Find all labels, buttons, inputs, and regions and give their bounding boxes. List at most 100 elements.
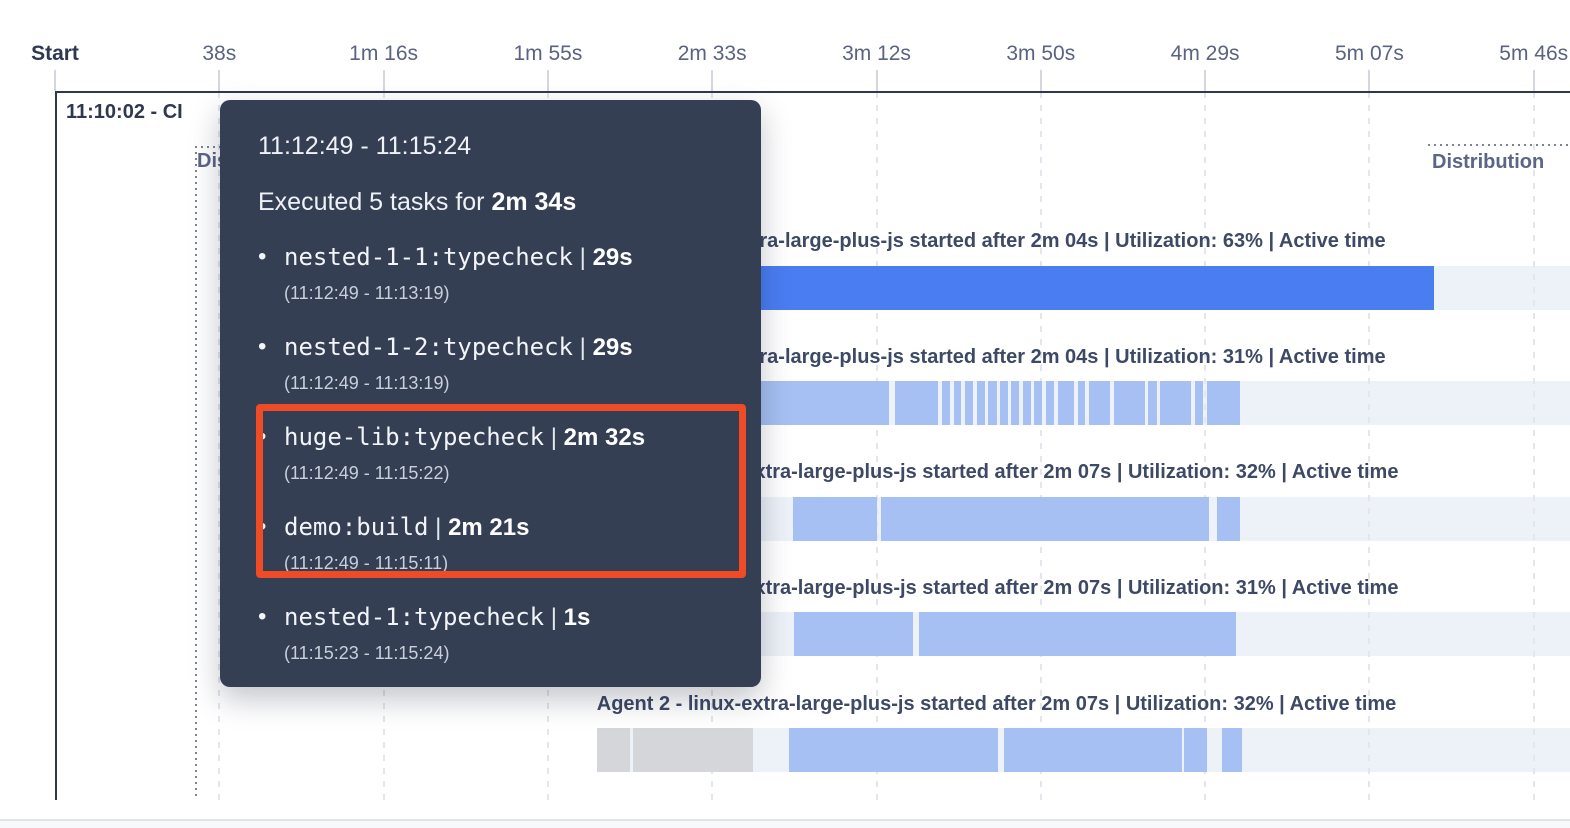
gridline bbox=[1039, 92, 1042, 800]
axis-tick-label: 4m 29s bbox=[1170, 42, 1240, 65]
tooltip-summary: Executed 5 tasks for 2m 34s bbox=[258, 186, 723, 218]
footer-band bbox=[0, 821, 1570, 828]
agent-bar-segment-active[interactable] bbox=[1003, 728, 1182, 772]
bullet-icon: • bbox=[258, 603, 267, 630]
footer-divider bbox=[0, 819, 1570, 821]
agent-bar-segment-active[interactable] bbox=[1147, 381, 1157, 425]
axis-tick-mark bbox=[1532, 70, 1535, 91]
axis-tick-mark bbox=[1039, 70, 1042, 91]
axis-tick-label: 3m 12s bbox=[842, 42, 911, 65]
task-duration: 2m 21s bbox=[448, 514, 530, 541]
agent-row-label: Agent 5 - linux-extra-large-plus-js star… bbox=[598, 577, 1399, 599]
agent-bar-segment-startup[interactable] bbox=[632, 728, 753, 772]
axis-tick-mark bbox=[218, 70, 221, 91]
run-box-top-border bbox=[55, 91, 1570, 93]
distribution-box-label: Distribution bbox=[1432, 151, 1545, 173]
agent-bar-segment-active[interactable] bbox=[1194, 381, 1203, 425]
gridline bbox=[1204, 92, 1207, 800]
bullet-icon: • bbox=[258, 243, 267, 270]
separator: | bbox=[544, 604, 564, 631]
axis-tick-label: Start bbox=[31, 42, 79, 65]
agent-bar-segment-active[interactable] bbox=[1022, 381, 1031, 425]
bullet-icon: • bbox=[258, 513, 267, 540]
agent-bar-segment-active[interactable] bbox=[1216, 497, 1240, 541]
axis-tick-mark bbox=[382, 70, 385, 91]
task-group-tooltip: 11:12:49 - 11:15:24 Executed 5 tasks for… bbox=[220, 100, 761, 687]
task-name: nested-1-1:typecheck bbox=[284, 243, 573, 271]
task-time-range: (11:12:49 - 11:15:11) bbox=[284, 553, 449, 573]
tooltip-task-item: • nested-1-1:typecheck | 29s (11:12:49 -… bbox=[258, 242, 723, 305]
agent-bar-segment-active[interactable] bbox=[880, 497, 1209, 541]
tooltip-summary-duration: 2m 34s bbox=[491, 188, 577, 216]
agent-row-label: Agent 1 - linux-extra-large-plus-js star… bbox=[586, 230, 1386, 252]
agent-bar-segment-active[interactable] bbox=[999, 381, 1008, 425]
task-name: nested-1:typecheck bbox=[284, 603, 545, 631]
tooltip-task-item: • nested-1:typecheck | 1s (11:15:23 - 11… bbox=[258, 602, 723, 665]
agent-bar-segment-active[interactable] bbox=[953, 381, 961, 425]
bullet-icon: • bbox=[258, 423, 267, 450]
task-name: nested-1-2:typecheck bbox=[284, 333, 573, 361]
agent-bar-segment-active[interactable] bbox=[1159, 381, 1191, 425]
agent-bar-segment-active[interactable] bbox=[918, 612, 1236, 656]
bullet-icon: • bbox=[258, 333, 267, 360]
run-box-left-border bbox=[55, 91, 57, 800]
tooltip-task-item: • demo:build | 2m 21s (11:12:49 - 11:15:… bbox=[258, 512, 723, 575]
task-name: demo:build bbox=[284, 513, 429, 541]
distribution-box-top-border bbox=[1428, 144, 1570, 146]
gridline bbox=[1368, 92, 1371, 800]
separator: | bbox=[544, 424, 564, 451]
agent-bar-segment-active[interactable] bbox=[1077, 381, 1085, 425]
separator: | bbox=[428, 514, 449, 541]
agent-bar-segment-active[interactable] bbox=[1088, 381, 1110, 425]
axis-tick-label: 1m 55s bbox=[513, 42, 583, 65]
agent-row-label: Agent 2 - linux-extra-large-plus-js star… bbox=[596, 693, 1397, 715]
agent-bar-segment-startup[interactable] bbox=[596, 728, 630, 772]
agent-bar-segment-active[interactable] bbox=[1183, 728, 1207, 772]
tooltip-task-item: • huge-lib:typecheck | 2m 32s (11:12:49 … bbox=[258, 422, 723, 485]
gridline bbox=[218, 92, 221, 800]
agent-bar-segment-active[interactable] bbox=[1057, 381, 1074, 425]
agent-row-label: Agent 4 - linux-extra-large-plus-js star… bbox=[598, 461, 1399, 483]
agent-bar-segment-active[interactable] bbox=[941, 381, 950, 425]
axis-tick-mark bbox=[875, 70, 878, 91]
agent-bar-segment-active[interactable] bbox=[788, 728, 998, 772]
agent-bar-segment-active[interactable] bbox=[793, 612, 913, 656]
agent-bar-segment-active[interactable] bbox=[976, 381, 985, 425]
task-duration: 29s bbox=[592, 334, 633, 361]
axis-tick-mark bbox=[711, 70, 714, 91]
agent-bar-segment-active[interactable] bbox=[1206, 381, 1240, 425]
task-time-range: (11:12:49 - 11:15:22) bbox=[284, 463, 450, 483]
task-duration: 1s bbox=[563, 604, 591, 631]
agent-bar-segment-active[interactable] bbox=[987, 381, 997, 425]
task-duration: 29s bbox=[592, 244, 633, 271]
gridline bbox=[875, 92, 878, 800]
agent-bar-segment-active[interactable] bbox=[964, 381, 973, 425]
run-start-label: 11:10:02 - CI bbox=[66, 101, 183, 123]
agent-bar-segment-active[interactable] bbox=[1033, 381, 1042, 425]
task-name: huge-lib:typecheck bbox=[284, 423, 545, 451]
agent-bar-segment-active[interactable] bbox=[1010, 381, 1019, 425]
agent-row-label: Agent 3 - linux-extra-large-plus-js star… bbox=[586, 346, 1386, 368]
agent-bar-segment-active[interactable] bbox=[1113, 381, 1145, 425]
axis-tick-label: 1m 16s bbox=[349, 42, 419, 65]
separator: | bbox=[572, 334, 593, 361]
axis-tick-label: 5m 07s bbox=[1334, 42, 1404, 65]
agent-bar-segment-active[interactable] bbox=[1045, 381, 1054, 425]
gridline bbox=[1532, 92, 1535, 800]
agent-bar-segment-active[interactable] bbox=[792, 497, 878, 541]
axis-tick-mark bbox=[1204, 70, 1207, 91]
task-time-range: (11:15:23 - 11:15:24) bbox=[284, 643, 450, 663]
axis-tick-label: 3m 50s bbox=[1006, 42, 1076, 65]
task-time-range: (11:12:49 - 11:13:19) bbox=[284, 373, 450, 393]
agent-bar-segment-active[interactable] bbox=[1221, 728, 1242, 772]
agent-bar-segment-active[interactable] bbox=[894, 381, 938, 425]
axis-tick-mark bbox=[54, 70, 56, 91]
axis-tick-mark bbox=[546, 70, 549, 91]
task-duration: 2m 32s bbox=[563, 424, 646, 451]
axis-tick-label: 5m 46s bbox=[1499, 42, 1569, 65]
tooltip-summary-text: Executed 5 tasks for bbox=[258, 188, 492, 216]
axis-tick-mark bbox=[1368, 70, 1371, 91]
task-time-range: (11:12:49 - 11:13:19) bbox=[284, 283, 450, 303]
distribution-box-left-border bbox=[195, 146, 197, 800]
